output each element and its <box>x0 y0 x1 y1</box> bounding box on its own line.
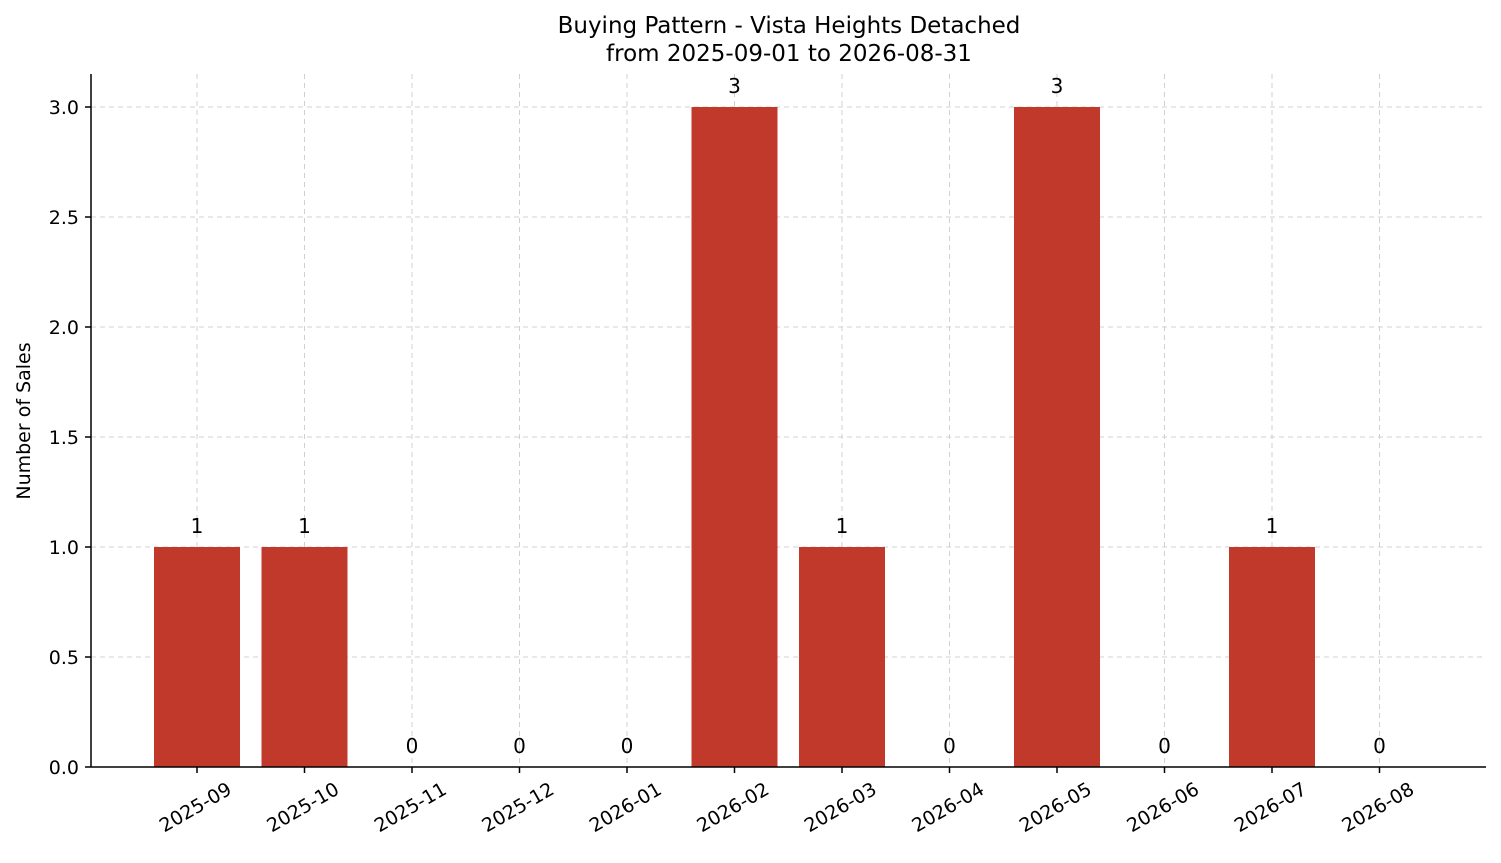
y-tick-label: 2.5 <box>49 207 79 229</box>
x-tick-label: 2026-06 <box>1123 778 1203 837</box>
x-tick-label: 2026-02 <box>693 778 773 837</box>
bars <box>154 107 1315 767</box>
data-label: 1 <box>1266 514 1279 538</box>
bar-2026-05 <box>1014 107 1100 767</box>
x-tick-label: 2026-08 <box>1338 778 1418 837</box>
x-tick-label: 2026-01 <box>586 778 666 837</box>
x-tick-label: 2025-12 <box>478 778 558 837</box>
y-tick-label: 1.5 <box>49 427 79 449</box>
data-label: 3 <box>1051 74 1064 98</box>
data-label: 0 <box>621 734 634 758</box>
data-label: 0 <box>513 734 526 758</box>
data-label: 0 <box>1158 734 1171 758</box>
y-tick-label: 0.0 <box>49 757 79 779</box>
y-tick-label: 3.0 <box>49 97 79 119</box>
data-labels: 1 1 0 0 0 3 1 0 3 0 1 0 <box>191 74 1386 758</box>
x-tick-label: 2025-11 <box>371 778 451 837</box>
x-tick-label: 2025-10 <box>263 778 343 837</box>
x-tick-label: 2026-05 <box>1016 778 1096 837</box>
bar-2025-09 <box>154 547 240 767</box>
y-axis-label: Number of Sales <box>13 342 35 499</box>
x-tick-label: 2026-07 <box>1231 778 1311 837</box>
data-label: 0 <box>943 734 956 758</box>
chart-subtitle: from 2025-09-01 to 2026-08-31 <box>606 41 972 67</box>
data-label: 1 <box>298 514 311 538</box>
chart-title: Buying Pattern - Vista Heights Detached <box>558 13 1021 39</box>
y-tick-label: 1.0 <box>49 537 79 559</box>
data-label: 0 <box>406 734 419 758</box>
bar-2026-07 <box>1229 547 1315 767</box>
data-label: 0 <box>1373 734 1386 758</box>
data-label: 1 <box>191 514 204 538</box>
x-tick-label: 2026-04 <box>908 778 988 837</box>
y-tick-label: 2.0 <box>49 317 79 339</box>
bar-2026-02 <box>691 107 778 767</box>
x-tick-label: 2026-03 <box>801 778 881 837</box>
x-tick-label: 2025-09 <box>156 778 236 837</box>
bar-2025-10 <box>261 547 348 767</box>
data-label: 3 <box>728 74 741 98</box>
bar-2026-03 <box>799 547 885 767</box>
data-label: 1 <box>836 514 849 538</box>
y-tick-label: 0.5 <box>49 647 79 669</box>
